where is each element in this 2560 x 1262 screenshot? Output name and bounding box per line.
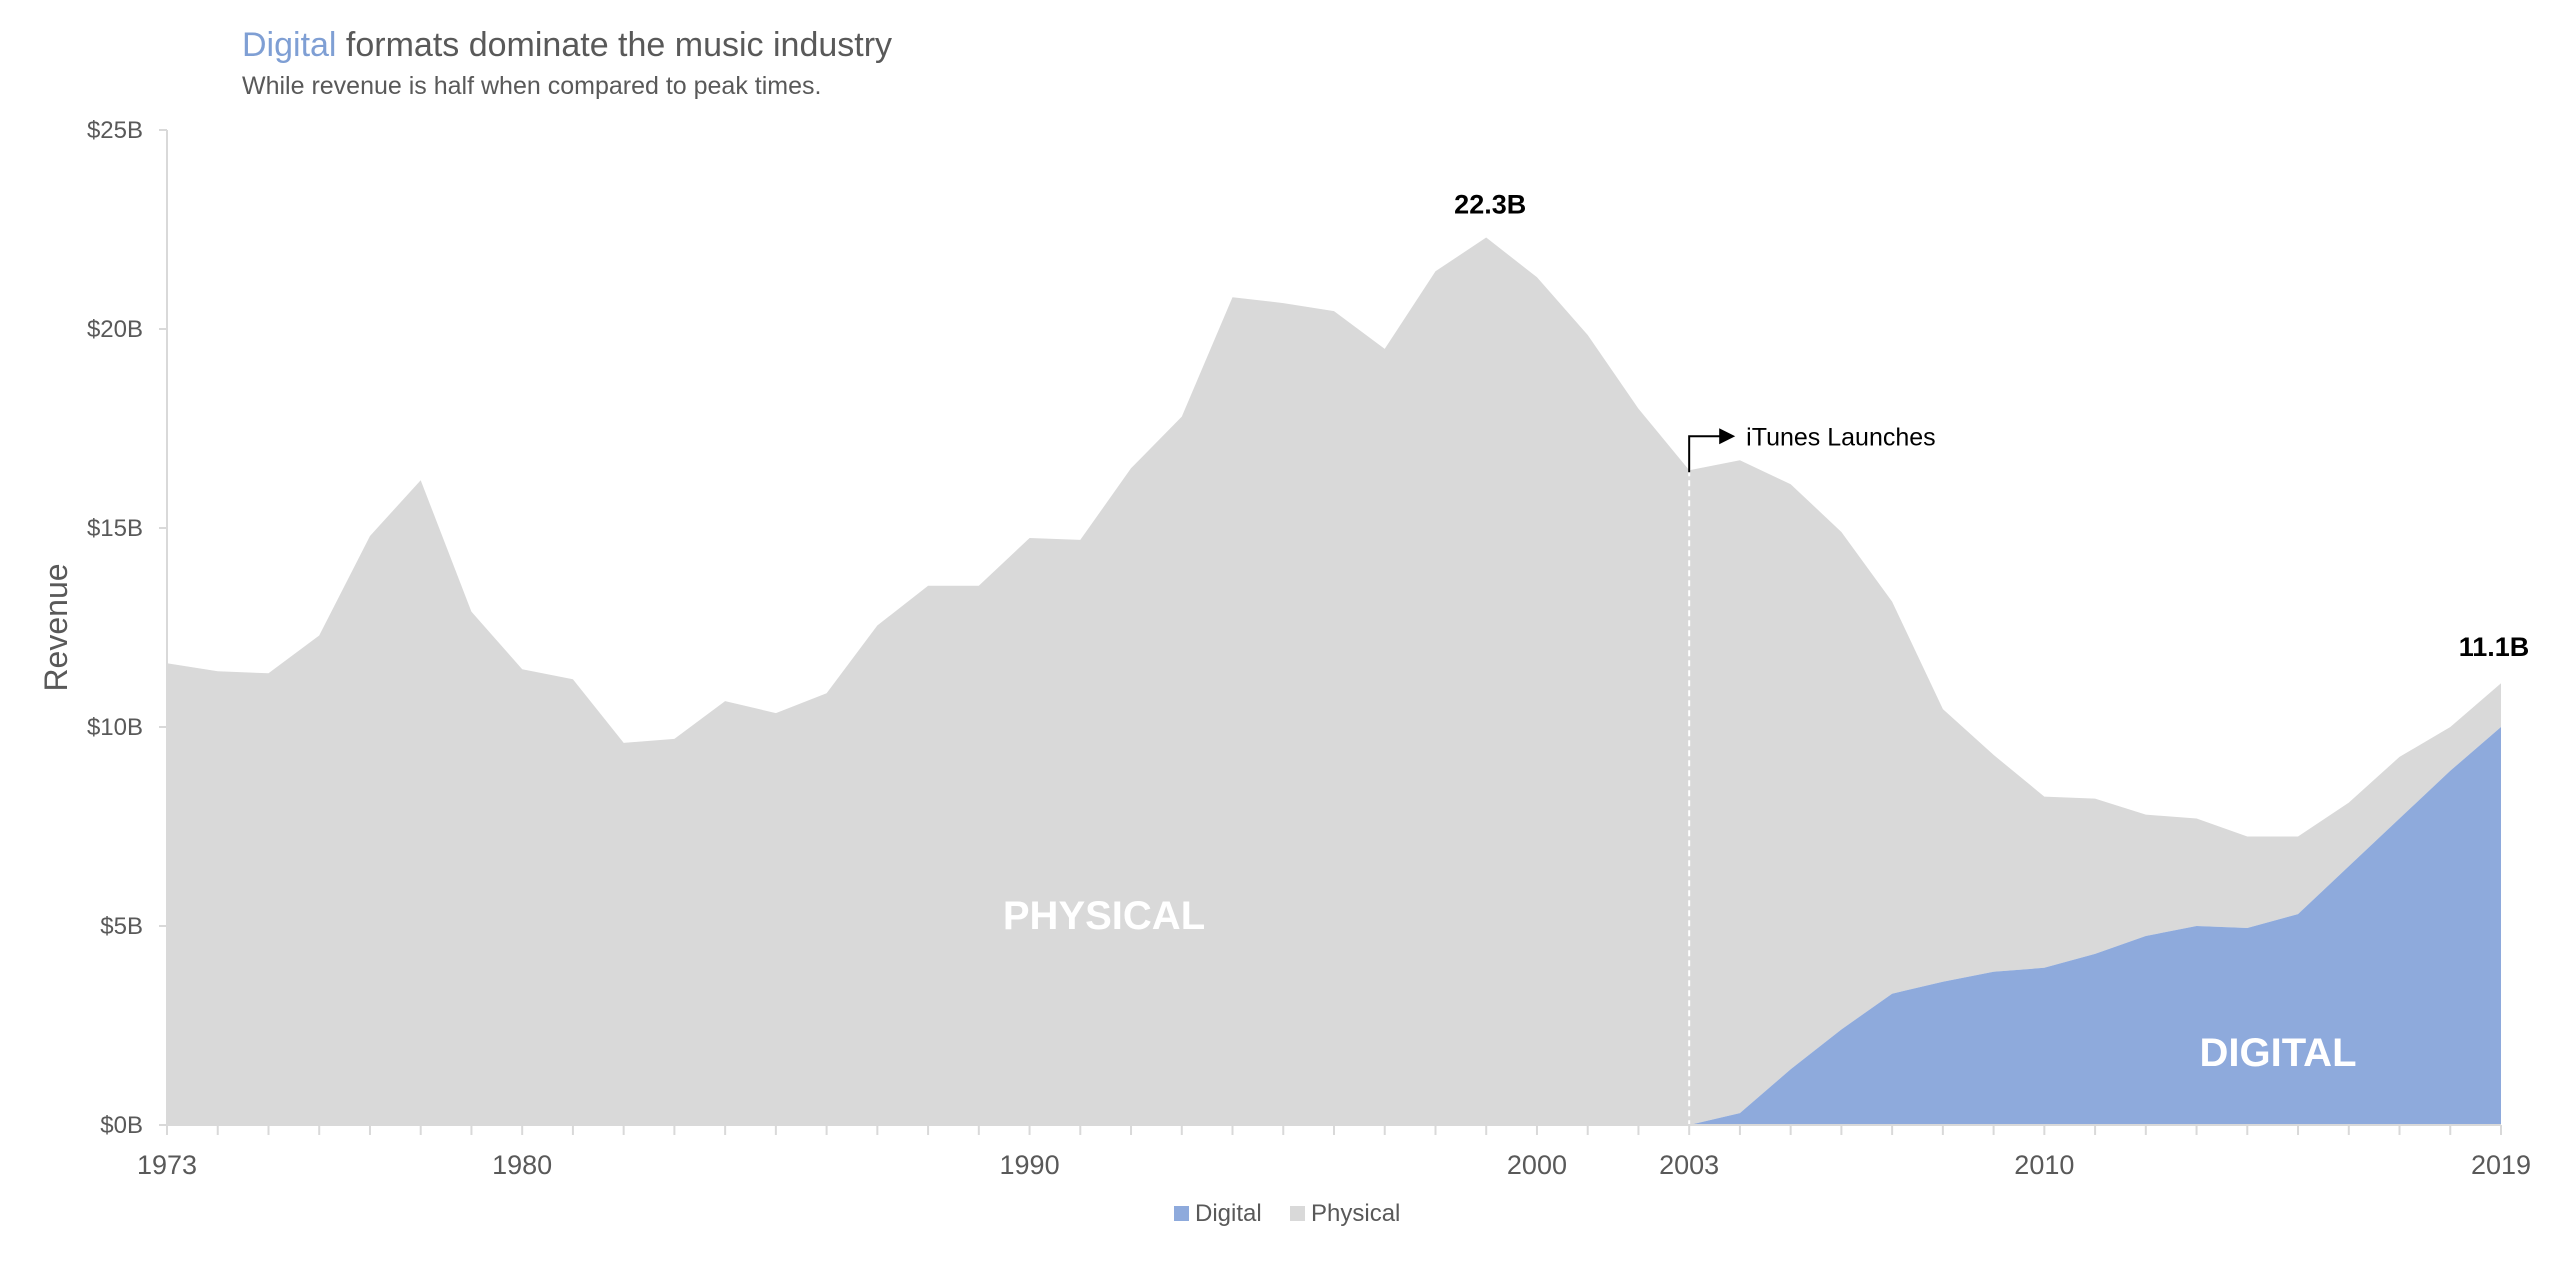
x-tick-label: 1973 xyxy=(137,1150,197,1180)
labels-layer: Revenue 22.3B 11.1B iTunes Launches PHYSICAL… xyxy=(38,189,2529,1227)
chart-title-rest: formats dominate the music industry xyxy=(336,26,893,64)
y-tick-label: $5B xyxy=(100,913,143,940)
chart-subtitle: While revenue is half when compared to p… xyxy=(242,72,822,100)
y-tick-label: $25B xyxy=(87,117,143,144)
chart-title: Digital formats dominate the music indus… xyxy=(242,26,892,65)
x-tick-label: 2000 xyxy=(1507,1150,1567,1180)
itunes-arrow-head xyxy=(1719,428,1736,445)
x-tick-label: 1980 xyxy=(492,1150,552,1180)
y-tick-label: $20B xyxy=(87,316,143,343)
areas-layer xyxy=(167,237,2501,1125)
y-tick-label: $0B xyxy=(100,1112,143,1139)
physical-area-label: PHYSICAL xyxy=(1003,894,1205,938)
chart-title-accent: Digital xyxy=(242,26,337,64)
itunes-label: iTunes Launches xyxy=(1746,423,1935,451)
legend-item-digital-swatch xyxy=(1174,1206,1189,1221)
axes-layer: $0B $5B $10B $15B $20B $25B 1973 1980 1990 2000 20… xyxy=(87,117,2531,1180)
end-value-label: 11.1B xyxy=(2459,632,2530,662)
y-tick-label: $15B xyxy=(87,515,143,542)
peak-value-label: 22.3B xyxy=(1454,189,1526,219)
legend-item-physical-swatch xyxy=(1290,1206,1305,1221)
x-tick-label: 1990 xyxy=(1000,1150,1060,1180)
physical-area xyxy=(167,237,2501,1125)
legend-item-digital-label: Digital xyxy=(1195,1200,1262,1227)
itunes-callout-line xyxy=(1688,435,1722,473)
digital-area xyxy=(167,727,2501,1125)
x-tick-label: 2019 xyxy=(2471,1150,2531,1180)
digital-area-label: DIGITAL xyxy=(2199,1031,2356,1075)
x-tick-label: 2003 xyxy=(1659,1150,1719,1180)
y-tick-label: $10B xyxy=(87,714,143,741)
x-tick-label: 2010 xyxy=(2014,1150,2074,1180)
legend-item-physical-label: Physical xyxy=(1311,1200,1400,1227)
y-axis-title: Revenue xyxy=(38,563,74,691)
